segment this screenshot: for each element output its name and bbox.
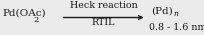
Text: n: n <box>173 10 178 19</box>
Text: 0.8 - 1.6 nm: 0.8 - 1.6 nm <box>149 23 204 32</box>
Text: (Pd): (Pd) <box>150 6 172 15</box>
Text: Pd(OAc): Pd(OAc) <box>2 9 45 18</box>
Text: 2: 2 <box>34 16 39 24</box>
Text: Heck reaction: Heck reaction <box>69 1 137 10</box>
Text: RTIL: RTIL <box>91 18 115 27</box>
